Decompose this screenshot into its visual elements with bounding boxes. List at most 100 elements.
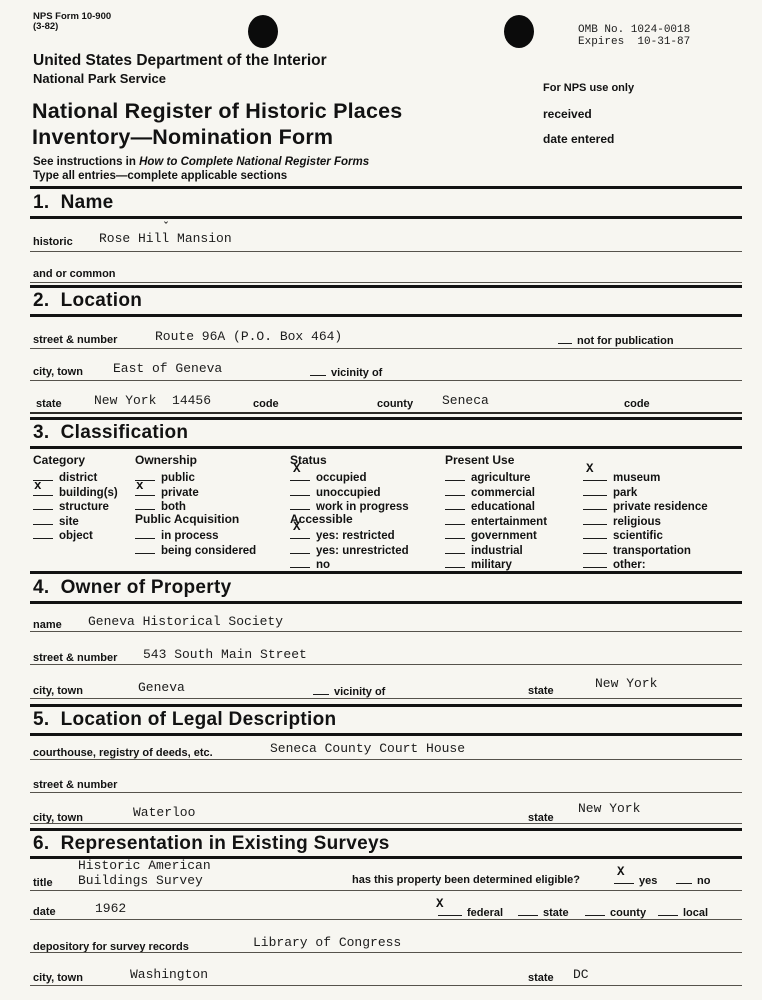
- checkbox-blank[interactable]: [290, 484, 310, 496]
- city-town-value: East of Geneva: [113, 361, 223, 376]
- checkbox-blank[interactable]: [445, 498, 465, 510]
- checkbox-government[interactable]: government: [445, 527, 537, 542]
- legal-city-value: Waterloo: [133, 805, 196, 820]
- checkbox-religious[interactable]: religious: [583, 513, 661, 528]
- state-level-option[interactable]: state: [518, 904, 569, 919]
- checkbox-district[interactable]: district: [33, 469, 97, 484]
- eligible-no-option[interactable]: no: [676, 872, 710, 887]
- checkbox-object[interactable]: object: [33, 527, 93, 542]
- owner-street-fill-line[interactable]: [30, 664, 742, 665]
- checkbox-buildings[interactable]: x building(s): [33, 479, 118, 499]
- checkbox-no[interactable]: no: [290, 556, 330, 571]
- checkbox-blank[interactable]: [135, 527, 155, 539]
- checkbox-blank[interactable]: [583, 513, 607, 525]
- checkbox-both[interactable]: both: [135, 498, 186, 513]
- checkbox-blank[interactable]: [445, 513, 465, 525]
- checkbox-agriculture[interactable]: agriculture: [445, 469, 530, 484]
- checkbox-yes-unrestricted[interactable]: yes: unrestricted: [290, 542, 409, 557]
- checkbox-blank[interactable]: [135, 469, 155, 481]
- owner-city-fill-line[interactable]: [30, 698, 742, 699]
- local-level-option[interactable]: local: [658, 904, 708, 919]
- eligible-no-blank[interactable]: [676, 872, 692, 884]
- checkbox-blank[interactable]: [583, 556, 607, 568]
- checkbox-public[interactable]: public: [135, 469, 195, 484]
- checkbox-transportation[interactable]: transportation: [583, 542, 691, 557]
- checkbox-industrial[interactable]: industrial: [445, 542, 523, 557]
- checkbox-blank[interactable]: X: [290, 462, 310, 481]
- not-for-publication-blank[interactable]: [558, 332, 572, 344]
- common-fill-line[interactable]: [30, 282, 742, 283]
- checkbox-blank[interactable]: [445, 556, 465, 568]
- survey-title-fill-line[interactable]: [30, 890, 742, 891]
- checkbox-blank[interactable]: [33, 527, 53, 539]
- checkbox-military[interactable]: military: [445, 556, 512, 571]
- checkbox-blank[interactable]: [445, 484, 465, 496]
- state-fill-line[interactable]: [30, 412, 742, 414]
- checkbox-private[interactable]: x private: [135, 479, 199, 499]
- checkbox-blank[interactable]: [583, 484, 607, 496]
- checkbox-entertainment[interactable]: entertainment: [445, 513, 547, 528]
- courthouse-fill-line[interactable]: [30, 759, 742, 760]
- checkbox-blank[interactable]: [33, 513, 53, 525]
- checkbox-work-in-progress[interactable]: work in progress: [290, 498, 409, 513]
- checkbox-blank[interactable]: [135, 498, 155, 510]
- state-level-blank[interactable]: [518, 904, 538, 916]
- vicinity-blank[interactable]: [313, 683, 329, 695]
- checkbox-blank[interactable]: [445, 542, 465, 554]
- federal-blank[interactable]: X: [436, 897, 462, 916]
- checkbox-site[interactable]: site: [33, 513, 79, 528]
- checkbox-blank[interactable]: [445, 469, 465, 481]
- survey-date-fill-line[interactable]: [30, 919, 742, 920]
- checkbox-blank[interactable]: [290, 556, 310, 568]
- checkbox-being-considered[interactable]: being considered: [135, 542, 256, 557]
- depository-fill-line[interactable]: [30, 952, 742, 953]
- legal-city-fill-line[interactable]: [30, 823, 742, 824]
- checkbox-educational[interactable]: educational: [445, 498, 535, 513]
- checkbox-blank[interactable]: [135, 542, 155, 554]
- checkbox-other[interactable]: other:: [583, 556, 646, 571]
- checkbox-park[interactable]: park: [583, 484, 637, 499]
- vicinity-blank[interactable]: [310, 364, 326, 376]
- public-acquisition-subtitle: Public Acquisition: [135, 512, 240, 526]
- checkbox-blank[interactable]: x: [135, 479, 155, 496]
- county-level-blank[interactable]: [585, 904, 605, 916]
- city-town-label: city, town: [33, 366, 83, 378]
- local-level-blank[interactable]: [658, 904, 678, 916]
- owner-name-fill-line[interactable]: [30, 631, 742, 632]
- checkbox-blank[interactable]: [33, 469, 53, 481]
- historic-fill-line[interactable]: [30, 251, 742, 252]
- checkbox-structure[interactable]: structure: [33, 498, 109, 513]
- vicinity-option[interactable]: vicinity of: [310, 364, 382, 379]
- checkbox-blank[interactable]: [290, 498, 310, 510]
- checkbox-in-process[interactable]: in process: [135, 527, 219, 542]
- county-level-option[interactable]: county: [585, 904, 646, 919]
- owner-vicinity-option[interactable]: vicinity of: [313, 683, 385, 698]
- street-fill-line[interactable]: [30, 348, 742, 349]
- checkbox-blank[interactable]: [445, 527, 465, 539]
- checkbox-unoccupied[interactable]: unoccupied: [290, 484, 381, 499]
- city-fill-line[interactable]: [30, 380, 742, 381]
- checkbox-commercial[interactable]: commercial: [445, 484, 535, 499]
- survey-city-fill-line[interactable]: [30, 985, 742, 986]
- checkbox-blank[interactable]: [583, 542, 607, 554]
- not-for-publication-option[interactable]: not for publication: [558, 332, 674, 347]
- checkbox-private-residence[interactable]: private residence: [583, 498, 708, 513]
- legal-street-fill-line[interactable]: [30, 792, 742, 793]
- eligible-yes-blank[interactable]: X: [614, 865, 634, 884]
- checkbox-scientific[interactable]: scientific: [583, 527, 663, 542]
- checkbox-blank[interactable]: X: [583, 462, 607, 481]
- checkbox-blank[interactable]: [33, 498, 53, 510]
- checkbox-blank[interactable]: X: [290, 520, 310, 539]
- checkbox-label: being considered: [161, 545, 257, 557]
- checkbox-blank[interactable]: x: [33, 479, 53, 496]
- checkbox-blank[interactable]: [583, 498, 607, 510]
- section5-heading: 5. Location of Legal Description: [33, 709, 337, 730]
- form-revision: (3-82): [33, 21, 59, 32]
- checkbox-blank[interactable]: [290, 542, 310, 554]
- checkbox-blank[interactable]: [583, 527, 607, 539]
